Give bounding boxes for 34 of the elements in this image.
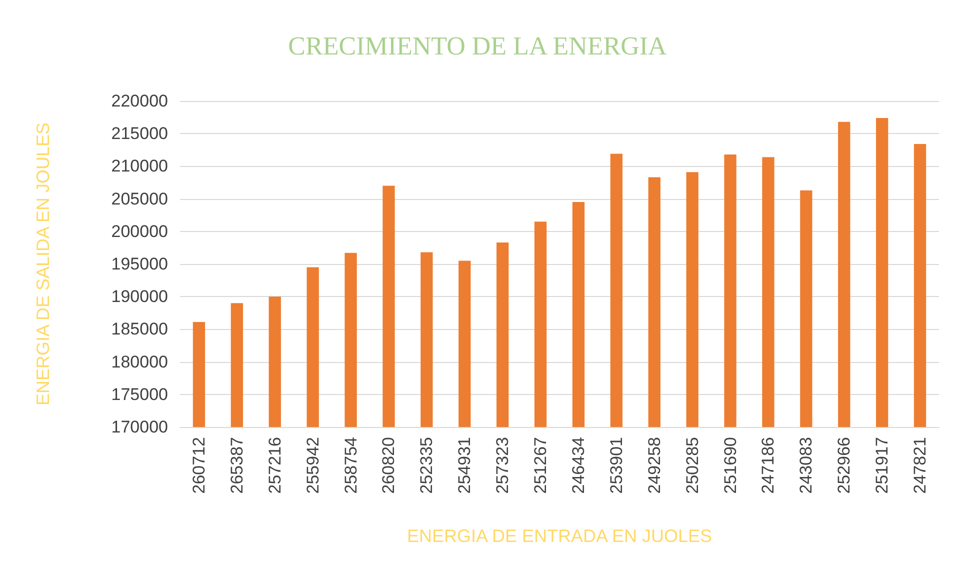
y-tick-label: 180000	[111, 352, 168, 372]
y-tick-label: 190000	[111, 287, 168, 306]
x-tick-label: 255942	[303, 437, 322, 494]
y-tick-label: 215000	[111, 124, 168, 144]
y-tick-label: 185000	[111, 320, 168, 339]
x-tick-label: 251917	[872, 437, 892, 494]
y-tick-label: 200000	[111, 222, 168, 241]
y-tick-label: 205000	[111, 189, 168, 208]
x-tick-label: 257216	[265, 437, 284, 494]
x-tick-label: 252966	[834, 437, 854, 494]
y-tick-label: 170000	[111, 418, 168, 436]
x-tick-label: 260820	[379, 437, 398, 494]
x-tick-label: 257323	[493, 437, 512, 494]
y-tick-label: 195000	[111, 254, 168, 274]
x-tick-label: 251267	[531, 437, 550, 494]
x-tick-label: 247186	[758, 437, 778, 494]
x-tick-label: 253901	[606, 437, 626, 494]
x-tick-label: 254931	[455, 437, 474, 494]
x-tick-label: 258754	[341, 437, 360, 494]
y-tick-label: 175000	[111, 384, 168, 404]
x-tick-label: 260712	[189, 437, 208, 494]
x-tick-label: 247821	[910, 437, 930, 494]
x-tick-label: 243083	[796, 437, 816, 494]
chart-title: CRECIMIENTO DE LA ENERGIA	[288, 32, 668, 60]
y-tick-label: 210000	[111, 156, 168, 176]
x-tick-label: 252335	[417, 437, 436, 494]
x-tick-label: 246434	[568, 437, 588, 494]
x-axis-title: ENERGIA DE ENTRADA EN JUOLES	[406, 526, 712, 546]
x-tick-label: 249258	[644, 437, 664, 494]
x-tick-label: 251690	[720, 437, 740, 494]
x-tick-label: 265387	[227, 437, 246, 494]
y-axis-title: ENERGIA DE SALIDA EN JOULES	[33, 122, 53, 406]
x-tick-label: 250285	[682, 437, 702, 494]
y-tick-label: 220000	[111, 92, 168, 110]
